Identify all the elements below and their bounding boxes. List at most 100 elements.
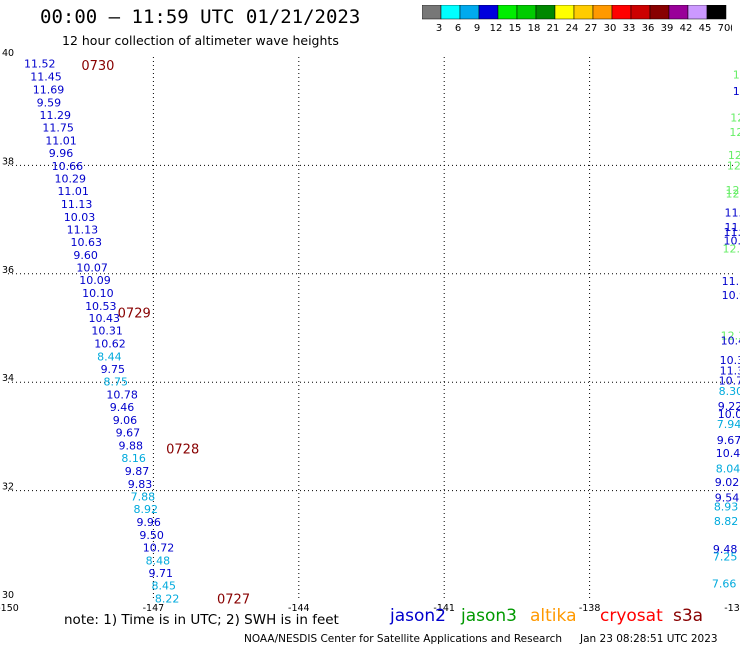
swh-value-label: 9.96 bbox=[136, 516, 161, 529]
colorbar-tick: 21 bbox=[547, 23, 560, 34]
legend-altika: altika bbox=[530, 606, 577, 626]
swh-value-label: 9.50 bbox=[139, 529, 164, 542]
y-tick-label: 40 bbox=[2, 48, 14, 59]
swh-value-label: 10.77 bbox=[719, 375, 740, 388]
swh-value-label: 9.87 bbox=[125, 465, 150, 478]
y-tick-label: 36 bbox=[2, 265, 14, 276]
colorbar-tick: 9 bbox=[474, 23, 480, 34]
colorbar-tick: 15 bbox=[509, 23, 522, 34]
swh-value-label: 11.01 bbox=[45, 134, 77, 147]
colorbar-tick: 30 bbox=[604, 23, 617, 34]
swh-value-label: 10.29 bbox=[55, 172, 86, 185]
colorbar-unit: (ft) bbox=[730, 23, 732, 34]
swh-value-label: 11.29 bbox=[40, 109, 72, 122]
colorbar-tick: 12 bbox=[490, 23, 503, 34]
swh-value-label: 10.53 bbox=[85, 300, 117, 313]
x-tick-label: -144 bbox=[288, 603, 310, 614]
colorbar-tick: 42 bbox=[680, 23, 693, 34]
x-tick-label: -135 bbox=[724, 603, 740, 614]
swh-value-label: 10.10 bbox=[82, 287, 114, 300]
swh-value-label: 7.94 bbox=[717, 418, 740, 431]
swh-value-label: 10.02 bbox=[718, 408, 740, 421]
x-tick-label: -147 bbox=[143, 603, 165, 614]
swh-value-label: 7.66 bbox=[712, 577, 737, 590]
swh-value-label: 8.04 bbox=[716, 462, 740, 475]
footer-credit: NOAA/NESDIS Center for Satellite Applica… bbox=[244, 633, 562, 645]
x-tick-label: -150 bbox=[0, 603, 19, 614]
swh-value-label: 9.60 bbox=[73, 249, 98, 262]
swh-value-label: 9.83 bbox=[128, 478, 152, 491]
swh-value-label: 10.78 bbox=[106, 389, 138, 402]
y-tick-label: 38 bbox=[2, 156, 14, 167]
swh-value-label: 9.06 bbox=[113, 414, 138, 427]
swh-value-label: 10.07 bbox=[76, 261, 108, 274]
swh-value-label: 12.31 bbox=[721, 330, 740, 343]
chart-title: 00:00 – 11:59 UTC 01/21/2023 bbox=[40, 6, 361, 28]
swh-value-label: 12 bbox=[733, 68, 740, 81]
swh-value-label: 12. bbox=[728, 149, 740, 162]
swh-value-label: 11.01 bbox=[57, 185, 89, 198]
swh-value-label: 8.48 bbox=[146, 555, 171, 568]
swh-value-label: 10.34 bbox=[720, 354, 740, 367]
swh-value-label: 9.71 bbox=[149, 567, 174, 580]
swh-value-label: 8.45 bbox=[151, 579, 176, 592]
swh-value-label: 11.52 bbox=[724, 221, 740, 234]
time-label: 0730 bbox=[81, 59, 114, 74]
swh-value-label: 8.22 bbox=[155, 592, 180, 605]
legend-jason2: jason2 bbox=[390, 606, 446, 626]
time-label: 0728 bbox=[166, 442, 199, 457]
swh-value-label: 11 bbox=[733, 85, 740, 98]
swh-value-label: 10.72 bbox=[143, 542, 175, 555]
colorbar-swatch bbox=[706, 5, 727, 20]
swh-value-label: 11.75 bbox=[42, 121, 73, 134]
swh-value-label: 8.92 bbox=[134, 503, 159, 516]
swh-value-label: 8.75 bbox=[103, 376, 128, 389]
swh-value-label: 12 bbox=[730, 112, 740, 125]
swh-value-label: 7.88 bbox=[131, 491, 156, 504]
swh-value-label: 10.03 bbox=[64, 211, 96, 224]
swh-value-label: 8.93 bbox=[714, 500, 739, 513]
colorbar-tick: 18 bbox=[528, 23, 541, 34]
swh-value-label: 9.48 bbox=[713, 543, 738, 556]
time-label: 0729 bbox=[118, 306, 151, 321]
footer-note: note: 1) Time is in UTC; 2) SWH is in fe… bbox=[64, 612, 339, 628]
colorbar-tick: 24 bbox=[566, 23, 579, 34]
swh-value-label: 12.49 bbox=[723, 242, 740, 255]
swh-value-label: 8.16 bbox=[121, 452, 146, 465]
swh-value-label: 10.43 bbox=[716, 447, 740, 460]
swh-value-label: 9.75 bbox=[101, 363, 126, 376]
swh-value-label: 9.22 bbox=[718, 400, 740, 413]
swh-value-label: 10.48 bbox=[721, 334, 740, 347]
colorbar-tick: 39 bbox=[661, 23, 674, 34]
x-tick-label: -138 bbox=[579, 603, 601, 614]
colorbar-tick: 3 bbox=[436, 23, 442, 34]
swh-value-label: 9.96 bbox=[49, 147, 74, 160]
y-tick-label: 32 bbox=[2, 482, 14, 493]
swh-value-label: 12.5 bbox=[725, 188, 740, 201]
swh-value-label: 10.43 bbox=[88, 312, 120, 325]
x-tick-label: -141 bbox=[433, 603, 455, 614]
swh-value-label: 7.25 bbox=[713, 551, 738, 564]
swh-value-label: 10.63 bbox=[71, 236, 103, 249]
swh-value-label: 11.09 bbox=[724, 226, 740, 239]
colorbar-tick: 45 bbox=[699, 23, 712, 34]
legend-jason3: jason3 bbox=[461, 606, 517, 626]
time-label: 0727 bbox=[217, 592, 250, 607]
swh-value-label: 9.46 bbox=[110, 401, 135, 414]
swh-value-label: 11.77 bbox=[722, 275, 740, 288]
swh-value-label: 10.31 bbox=[91, 325, 123, 338]
colorbar-tick: 33 bbox=[623, 23, 636, 34]
swh-value-label: 8.82 bbox=[714, 515, 739, 528]
swh-value-label: 11.30 bbox=[724, 207, 740, 220]
swh-value-label: 12.3 bbox=[725, 184, 740, 197]
swh-value-label: 9.88 bbox=[119, 440, 144, 453]
swh-value-label: 9.59 bbox=[37, 97, 62, 110]
colorbar-tick: 36 bbox=[642, 23, 655, 34]
swh-value-label: 9.67 bbox=[717, 434, 740, 447]
swh-value-label: 12. bbox=[729, 126, 740, 139]
chart-subtitle: 12 hour collection of altimeter wave hei… bbox=[62, 33, 339, 48]
colorbar-tick: 70 bbox=[718, 23, 731, 34]
swh-value-label: 11.45 bbox=[30, 71, 62, 84]
swh-value-label: 11.13 bbox=[61, 198, 93, 211]
